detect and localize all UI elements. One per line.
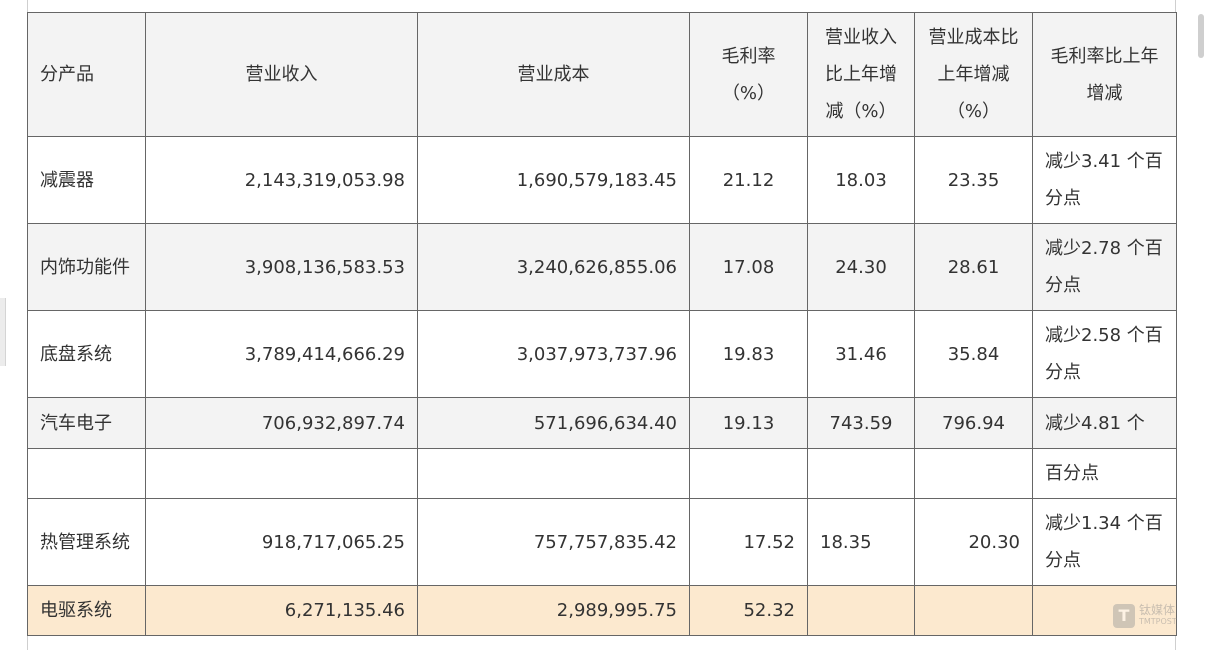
cell-gross-margin: 19.83 [689,310,808,398]
cell-revenue-change: 31.46 [807,310,915,398]
cell-gross-margin: 21.12 [689,136,808,224]
header-revenue-change: 营业收入比上年增减（%） [807,12,915,137]
table-row: 百分点 [27,448,1177,499]
cell-revenue-change: 18.03 [807,136,915,224]
table-row: 热管理系统 918,717,065.25 757,757,835.42 17.5… [27,498,1177,586]
watermark-text: 钛媒体 TMTPOST [1139,604,1177,627]
cell-cost-change: 20.30 [914,498,1033,586]
side-panel-handle[interactable] [0,298,6,366]
cell-revenue: 2,143,319,053.98 [145,136,418,224]
header-cost-change: 营业成本比上年增减（%） [914,12,1033,137]
cell-gross-margin: 19.13 [689,397,808,449]
header-cost: 营业成本 [417,12,690,137]
watermark: T 钛媒体 TMTPOST [1113,602,1183,632]
cell-revenue: 3,908,136,583.53 [145,223,418,311]
cell-margin-change: 减少2.78 个百分点 [1032,223,1177,311]
header-margin-change: 毛利率比上年增减 [1032,12,1177,137]
cell-product: 汽车电子 [27,397,146,449]
cell-cost [417,448,690,499]
table-row: 减震器 2,143,319,053.98 1,690,579,183.45 21… [27,136,1177,224]
cell-cost: 571,696,634.40 [417,397,690,449]
cell-revenue: 3,789,414,666.29 [145,310,418,398]
table-row: 内饰功能件 3,908,136,583.53 3,240,626,855.06 … [27,223,1177,311]
table-row: 底盘系统 3,789,414,666.29 3,037,973,737.96 1… [27,310,1177,398]
cell-margin-change: 减少1.34 个百分点 [1032,498,1177,586]
cell-gross-margin: 17.52 [689,498,808,586]
revenue-by-product-table: 分产品 营业收入 营业成本 毛利率（%） 营业收入比上年增减（%） 营业成本比上… [27,12,1177,636]
cell-product [27,448,146,499]
cell-cost-change: 35.84 [914,310,1033,398]
cell-revenue-change: 24.30 [807,223,915,311]
cell-cost: 757,757,835.42 [417,498,690,586]
cell-cost: 1,690,579,183.45 [417,136,690,224]
cell-gross-margin: 52.32 [689,585,808,636]
cell-revenue [145,448,418,499]
cell-cost-change [914,585,1033,636]
cell-revenue: 706,932,897.74 [145,397,418,449]
watermark-name: 钛媒体 [1139,603,1176,617]
cell-margin-change: 减少3.41 个百分点 [1032,136,1177,224]
cell-revenue: 6,271,135.46 [145,585,418,636]
table-row: 汽车电子 706,932,897.74 571,696,634.40 19.13… [27,397,1177,449]
cell-product: 内饰功能件 [27,223,146,311]
cell-revenue-change: 743.59 [807,397,915,449]
cell-cost-change: 23.35 [914,136,1033,224]
cell-cost-change [914,448,1033,499]
watermark-sub: TMTPOST [1139,617,1177,626]
cell-margin-change [1032,585,1177,636]
watermark-logo-icon: T [1113,604,1135,628]
cell-gross-margin: 17.08 [689,223,808,311]
cell-revenue-change: 18.35 [807,498,915,586]
cell-product: 电驱系统 [27,585,146,636]
table-header-row: 分产品 营业收入 营业成本 毛利率（%） 营业收入比上年增减（%） 营业成本比上… [27,12,1177,137]
cell-gross-margin [689,448,808,499]
cell-cost: 3,037,973,737.96 [417,310,690,398]
cell-product: 减震器 [27,136,146,224]
cell-revenue: 918,717,065.25 [145,498,418,586]
cell-margin-change: 减少4.81 个 [1032,397,1177,449]
header-gross-margin: 毛利率（%） [689,12,808,137]
cell-margin-change: 百分点 [1032,448,1177,499]
table-row-highlighted: 电驱系统 6,271,135.46 2,989,995.75 52.32 [27,585,1177,636]
header-product: 分产品 [27,12,146,137]
cell-revenue-change [807,448,915,499]
cell-cost-change: 796.94 [914,397,1033,449]
cell-revenue-change [807,585,915,636]
cell-cost: 2,989,995.75 [417,585,690,636]
vertical-scrollbar[interactable] [1192,0,1211,650]
cell-product: 底盘系统 [27,310,146,398]
cell-product: 热管理系统 [27,498,146,586]
header-revenue: 营业收入 [145,12,418,137]
scrollbar-thumb[interactable] [1198,14,1204,58]
cell-cost: 3,240,626,855.06 [417,223,690,311]
cell-margin-change: 减少2.58 个百分点 [1032,310,1177,398]
cell-cost-change: 28.61 [914,223,1033,311]
